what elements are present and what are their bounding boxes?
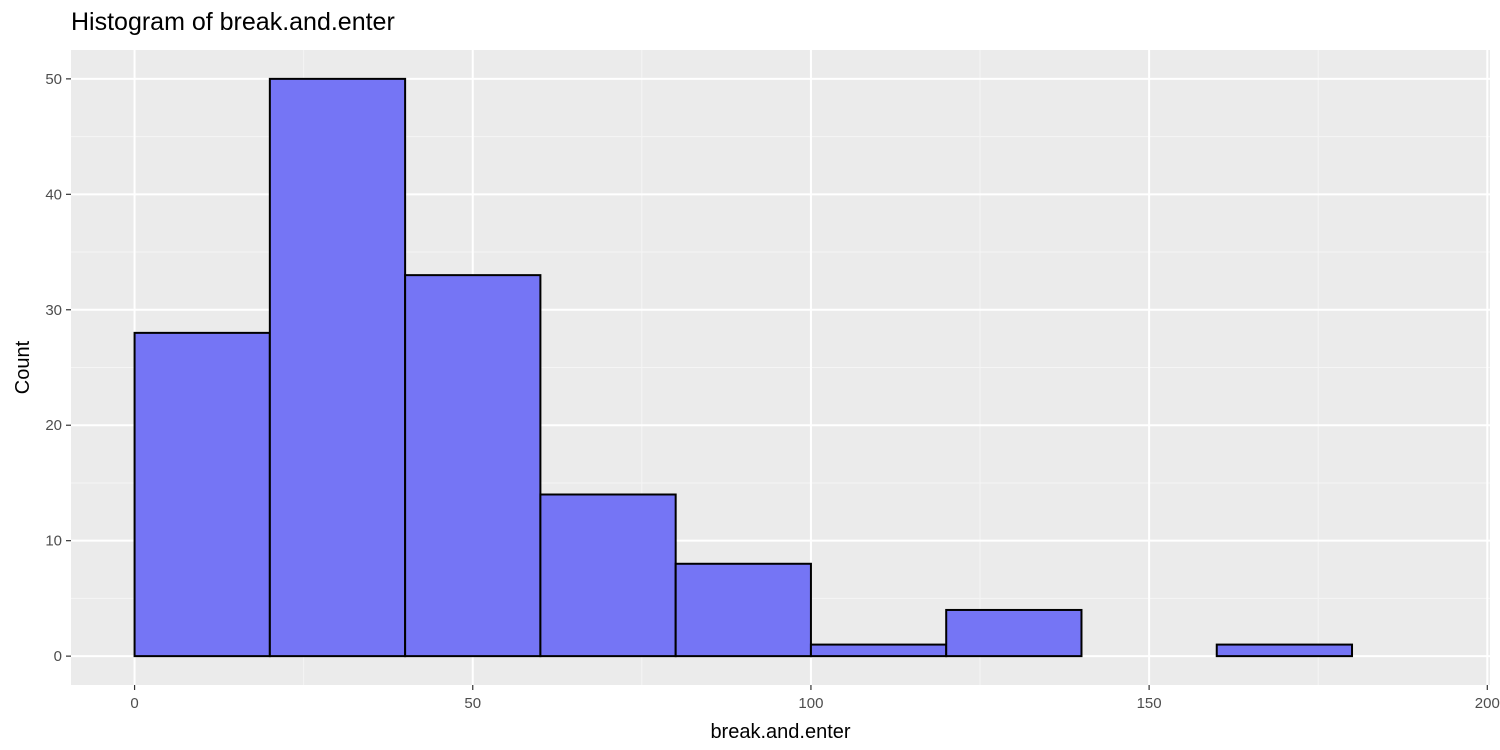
y-tick-label: 10 bbox=[45, 533, 62, 550]
chart-title: Histogram of break.and.enter bbox=[71, 8, 395, 36]
histogram-bar bbox=[133, 331, 271, 658]
x-tick-label: 0 bbox=[130, 695, 138, 712]
histogram-bar bbox=[945, 608, 1083, 658]
x-tick-label: 200 bbox=[1475, 695, 1500, 712]
y-tick-label: 30 bbox=[45, 302, 62, 319]
y-tick-label: 20 bbox=[45, 417, 62, 434]
x-axis: 0 50 100 150 200 bbox=[130, 685, 1500, 712]
y-tick-label: 40 bbox=[45, 186, 62, 203]
histogram-bar bbox=[268, 77, 407, 658]
x-tick-label: 150 bbox=[1137, 695, 1162, 712]
x-axis-title: break.and.enter bbox=[710, 721, 850, 743]
histogram-bars bbox=[133, 77, 1354, 658]
histogram-bar bbox=[404, 274, 542, 658]
y-axis-title: Count bbox=[12, 340, 34, 394]
y-tick-label: 50 bbox=[45, 71, 62, 88]
histogram-bar bbox=[674, 562, 812, 658]
histogram-bar bbox=[1215, 643, 1354, 658]
histogram-bar bbox=[809, 643, 948, 658]
y-tick-label: 0 bbox=[54, 648, 62, 665]
x-tick-label: 50 bbox=[464, 695, 481, 712]
histogram-bar bbox=[539, 493, 677, 658]
y-axis: 0 10 20 30 40 50 bbox=[45, 71, 71, 665]
x-tick-label: 100 bbox=[798, 695, 823, 712]
